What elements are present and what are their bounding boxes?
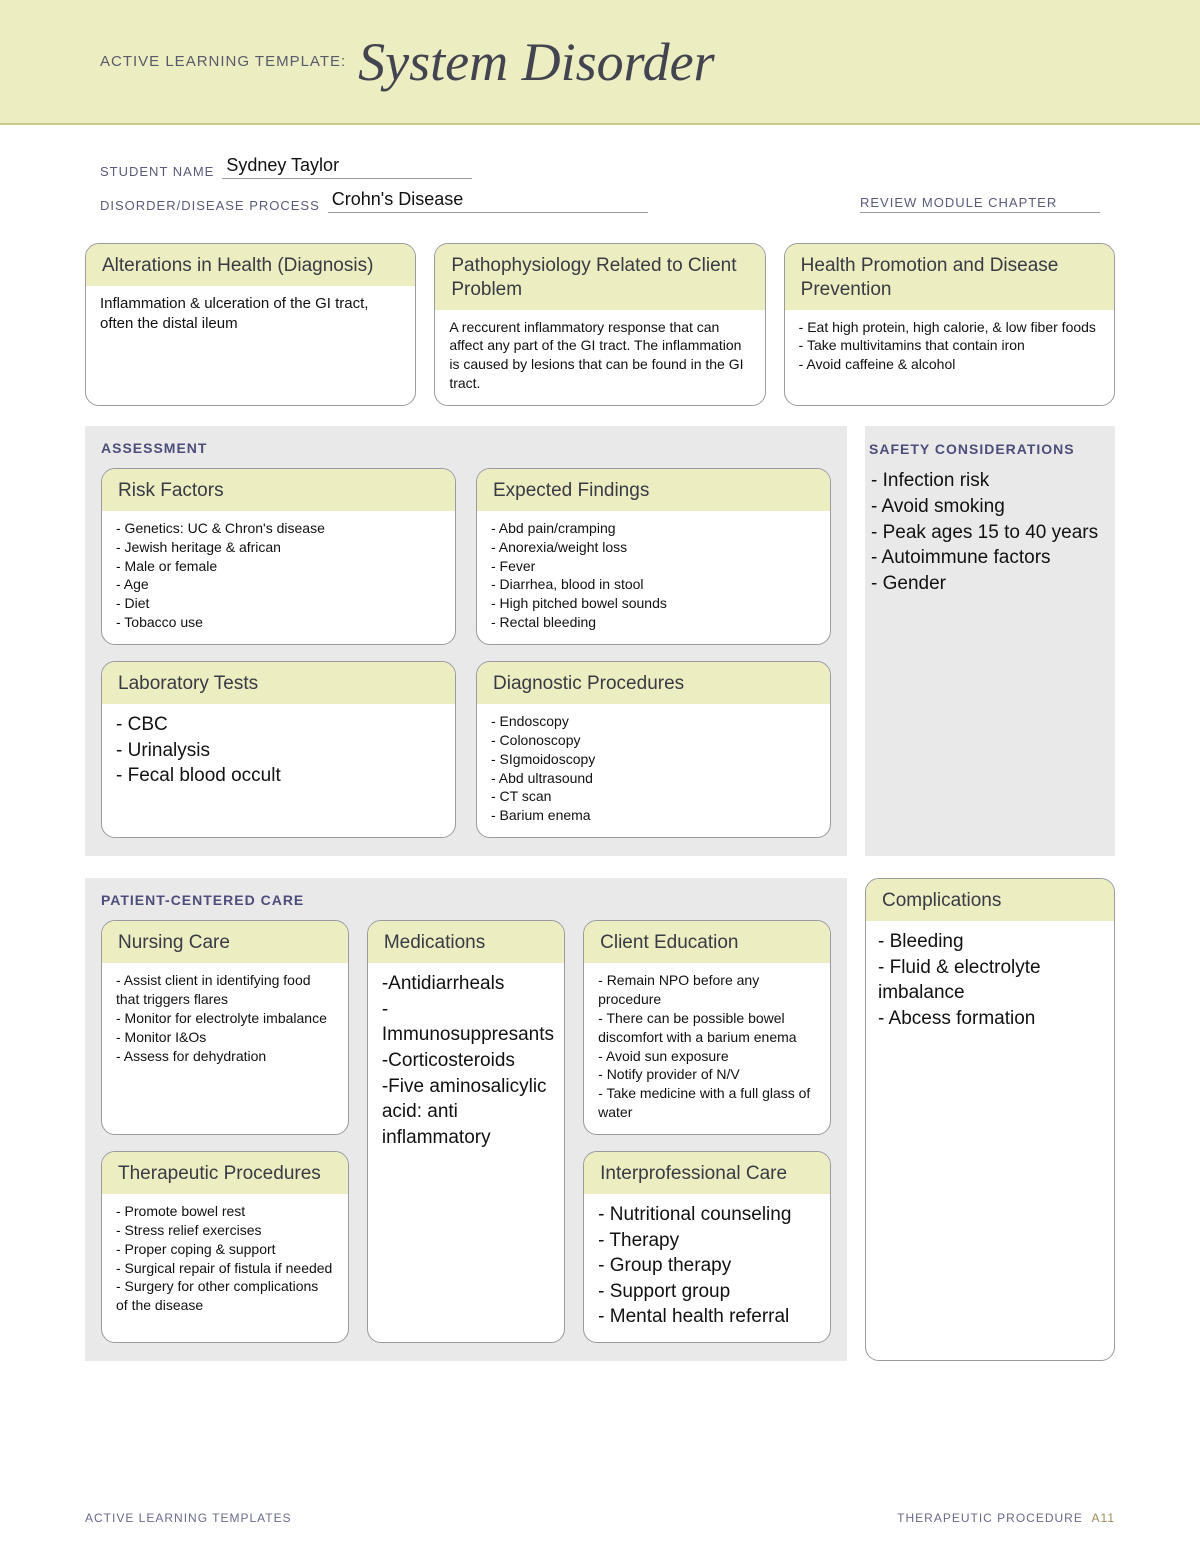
review-chapter-label: REVIEW MODULE CHAPTER — [860, 195, 1100, 213]
medications-title: Medications — [368, 921, 564, 963]
content-area: Alterations in Health (Diagnosis) Inflam… — [0, 233, 1200, 1361]
lab-tests-title: Laboratory Tests — [102, 662, 455, 704]
therapeutic-card: Therapeutic Procedures - Promote bowel r… — [101, 1151, 349, 1343]
pathophysiology-card: Pathophysiology Related to Client Proble… — [434, 243, 765, 406]
client-education-body: - Remain NPO before any procedure- There… — [584, 963, 830, 1134]
pcc-title: PATIENT-CENTERED CARE — [101, 892, 831, 908]
banner-title: System Disorder — [358, 31, 714, 93]
mid-row: ASSESSMENT Risk Factors - Genetics: UC &… — [85, 426, 1115, 856]
diagnostic-title: Diagnostic Procedures — [477, 662, 830, 704]
meta-section: STUDENT NAME Sydney Taylor DISORDER/DISE… — [0, 125, 1200, 233]
header-banner: ACTIVE LEARNING TEMPLATE: System Disorde… — [0, 0, 1200, 125]
health-promotion-card: Health Promotion and Disease Prevention … — [784, 243, 1115, 406]
expected-findings-card: Expected Findings - Abd pain/cramping- A… — [476, 468, 831, 645]
banner-label: ACTIVE LEARNING TEMPLATE: — [100, 53, 346, 70]
lab-tests-card: Laboratory Tests - CBC- Urinalysis- Feca… — [101, 661, 456, 838]
diagnostic-card: Diagnostic Procedures - Endoscopy- Colon… — [476, 661, 831, 838]
top-row: Alterations in Health (Diagnosis) Inflam… — [85, 243, 1115, 406]
pathophysiology-body: A reccurent inflammatory response that c… — [435, 310, 764, 406]
complications-title: Complications — [866, 879, 1114, 921]
nursing-care-body: - Assist client in identifying food that… — [102, 963, 348, 1077]
risk-factors-body: - Genetics: UC & Chron's disease- Jewish… — [102, 511, 455, 644]
safety-body: - Infection risk- Avoid smoking- Peak ag… — [865, 468, 1115, 612]
student-name-label: STUDENT NAME — [100, 164, 214, 179]
medications-body: -Antidiarrheals-Immunosuppresants-Cortic… — [368, 963, 564, 1162]
complications-card: Complications - Bleeding- Fluid & electr… — [865, 878, 1115, 1361]
bottom-row: PATIENT-CENTERED CARE Nursing Care - Ass… — [85, 878, 1115, 1361]
assessment-title: ASSESSMENT — [101, 440, 831, 456]
nursing-care-title: Nursing Care — [102, 921, 348, 963]
assessment-block: ASSESSMENT Risk Factors - Genetics: UC &… — [85, 426, 847, 856]
interprofessional-body: - Nutritional counseling- Therapy- Group… — [584, 1194, 830, 1342]
student-name-value: Sydney Taylor — [222, 155, 472, 179]
client-education-title: Client Education — [584, 921, 830, 963]
risk-factors-title: Risk Factors — [102, 469, 455, 511]
alterations-title: Alterations in Health (Diagnosis) — [86, 244, 415, 286]
client-education-card: Client Education - Remain NPO before any… — [583, 920, 831, 1135]
lab-tests-body: - CBC- Urinalysis- Fecal blood occult — [102, 704, 455, 824]
risk-factors-card: Risk Factors - Genetics: UC & Chron's di… — [101, 468, 456, 645]
page-footer: ACTIVE LEARNING TEMPLATES THERAPEUTIC PR… — [85, 1511, 1115, 1525]
nursing-care-card: Nursing Care - Assist client in identify… — [101, 920, 349, 1135]
alterations-body: Inflammation & ulceration of the GI trac… — [86, 286, 415, 347]
therapeutic-body: - Promote bowel rest- Stress relief exer… — [102, 1194, 348, 1327]
disease-value: Crohn's Disease — [328, 189, 648, 213]
pcc-block: PATIENT-CENTERED CARE Nursing Care - Ass… — [85, 878, 847, 1361]
safety-title: SAFETY CONSIDERATIONS — [865, 440, 1115, 468]
footer-right: THERAPEUTIC PROCEDURE A11 — [897, 1511, 1115, 1525]
diagnostic-body: - Endoscopy- Colonoscopy- SIgmoidoscopy-… — [477, 704, 830, 837]
medications-card: Medications -Antidiarrheals-Immunosuppre… — [367, 920, 565, 1343]
interprofessional-card: Interprofessional Care - Nutritional cou… — [583, 1151, 831, 1343]
health-promotion-body: - Eat high protein, high calorie, & low … — [785, 310, 1114, 387]
footer-left: ACTIVE LEARNING TEMPLATES — [85, 1511, 292, 1525]
complications-body: - Bleeding- Fluid & electrolyte imbalanc… — [866, 921, 1114, 1048]
alterations-card: Alterations in Health (Diagnosis) Inflam… — [85, 243, 416, 406]
interprofessional-title: Interprofessional Care — [584, 1152, 830, 1194]
disease-label: DISORDER/DISEASE PROCESS — [100, 198, 320, 213]
health-promotion-title: Health Promotion and Disease Prevention — [785, 244, 1114, 310]
therapeutic-title: Therapeutic Procedures — [102, 1152, 348, 1194]
expected-findings-body: - Abd pain/cramping- Anorexia/weight los… — [477, 511, 830, 644]
safety-block: SAFETY CONSIDERATIONS - Infection risk- … — [865, 426, 1115, 856]
pathophysiology-title: Pathophysiology Related to Client Proble… — [435, 244, 764, 310]
expected-findings-title: Expected Findings — [477, 469, 830, 511]
